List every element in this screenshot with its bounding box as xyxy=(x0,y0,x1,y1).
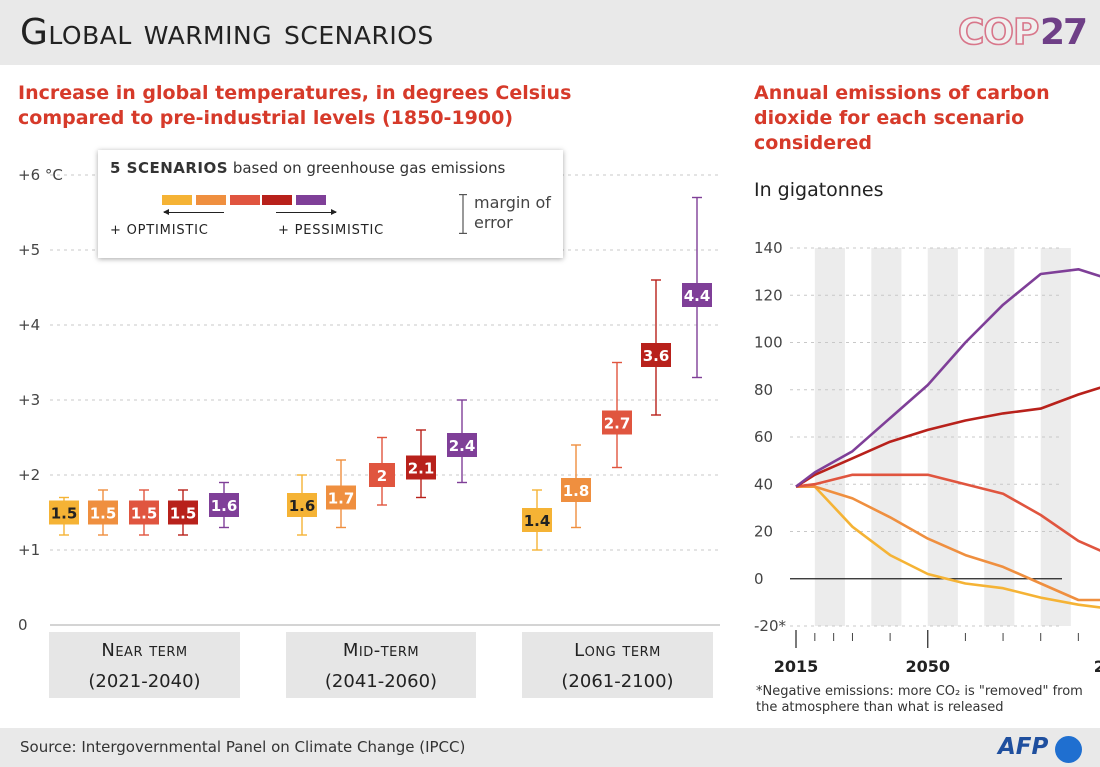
value-label: 1.5 xyxy=(170,505,197,523)
y-tick-label: 20 xyxy=(754,523,773,541)
cop27-logo: COP 27 xyxy=(957,11,1088,56)
legend-title: 5 SCENARIOS based on greenhouse gas emis… xyxy=(110,159,505,177)
arrow-right-icon xyxy=(276,209,337,215)
y-tick-label: 0 xyxy=(18,616,28,634)
afp-logo-dot-icon xyxy=(1055,736,1082,763)
temperature-chart: 0 +1 +2 +3 +4 +5 +6 °C 1.5 1.6 1.4 1.5 1.7 1.8 1.5 2 2.… xyxy=(18,166,720,634)
value-label: 1.6 xyxy=(289,497,316,515)
page-title: Global warming scenarios xyxy=(20,12,434,53)
emission-line-scenario-4 xyxy=(795,386,1100,488)
value-marker xyxy=(602,410,632,435)
emission-line-scenario-5 xyxy=(795,267,1100,488)
logo-text: COP xyxy=(957,11,1040,54)
value-label: 1.8 xyxy=(563,482,590,500)
y-tick-label: 120 xyxy=(754,286,783,304)
legend: 5 SCENARIOS based on greenhouse gas emis… xyxy=(98,150,563,258)
legend-margin-of-error: margin of error xyxy=(474,193,551,232)
error-bar-icon xyxy=(459,194,467,234)
period-years: (2021-2040) xyxy=(88,671,201,692)
value-marker xyxy=(88,500,118,525)
value-marker xyxy=(326,485,356,510)
y-tick-label: 60 xyxy=(754,428,773,446)
emission-line-scenario-2 xyxy=(796,485,1100,602)
shaded-band xyxy=(1040,248,1071,626)
logo-number: 27 xyxy=(1040,12,1088,53)
value-marker xyxy=(406,455,436,480)
period-years: (2041-2060) xyxy=(324,671,438,692)
period-years: (2061-2100) xyxy=(561,671,674,692)
legend-swatch-5 xyxy=(296,195,326,205)
value-label: 1.7 xyxy=(328,490,355,508)
left-chart-subtitle: Increase in global temperatures, in degr… xyxy=(18,82,572,129)
y-tick-label: +5 xyxy=(18,241,40,259)
value-marker xyxy=(561,478,591,502)
value-label: 2.4 xyxy=(449,437,476,455)
arrow-left-icon xyxy=(163,209,224,215)
right-chart-subtitle: Annual emissions of carbon dioxide for e… xyxy=(754,82,1050,154)
y-tick-label: +6 °C xyxy=(18,166,63,184)
value-marker xyxy=(369,463,395,487)
value-marker xyxy=(49,500,79,525)
header-bar: Global warming scenarios COP 27 xyxy=(0,0,1100,65)
y-tick-label: 40 xyxy=(754,475,773,493)
value-label: 2.1 xyxy=(408,460,435,478)
period-name: Mid-term xyxy=(342,640,420,661)
legend-swatch-2 xyxy=(196,195,226,205)
x-tick-label: 2050 xyxy=(905,657,950,676)
footer-bar: Source: Intergovernmental Panel on Clima… xyxy=(0,728,1100,767)
source-credit: Source: Intergovernmental Panel on Clima… xyxy=(20,738,466,756)
afp-logo: AFP xyxy=(998,734,1049,760)
period-long-term: Long term (2061-2100) xyxy=(522,632,713,698)
emission-line-scenario-3 xyxy=(795,473,1100,552)
value-marker xyxy=(522,508,552,532)
period-name: Near term xyxy=(101,640,188,661)
period-name: Long term xyxy=(574,640,661,661)
value-label: 1.5 xyxy=(131,505,158,523)
value-marker xyxy=(641,343,671,367)
value-marker xyxy=(447,433,477,457)
x-tick-label: 2100 xyxy=(1094,657,1100,676)
value-label: 3.6 xyxy=(643,347,670,365)
x-tick-label: 2015 xyxy=(774,657,819,676)
legend-title-bold: 5 SCENARIOS xyxy=(110,159,229,177)
value-marker xyxy=(682,283,712,307)
y-tick-label: 140 xyxy=(754,239,783,257)
value-label: 2 xyxy=(377,467,387,485)
y-tick-label: +2 xyxy=(18,466,40,484)
value-label: 1.5 xyxy=(90,505,117,523)
footnote: *Negative emissions: more CO₂ is "remove… xyxy=(756,684,1083,715)
value-label: 1.6 xyxy=(211,497,238,515)
emissions-chart: -20* 0 20 40 60 80 100 120 140 2015 2050 2100 xyxy=(754,239,1100,676)
y-tick-label: +3 xyxy=(18,391,40,409)
legend-title-rest: based on greenhouse gas emissions xyxy=(228,159,506,177)
period-mid-term: Mid-term (2041-2060) xyxy=(286,632,476,698)
y-tick-label: +1 xyxy=(18,541,40,559)
y-tick-label: +4 xyxy=(18,316,40,334)
emission-line-scenario-1 xyxy=(796,485,1100,609)
value-label: 1.5 xyxy=(51,505,78,523)
value-label: 1.4 xyxy=(524,512,551,530)
y-tick-label: 80 xyxy=(754,381,773,399)
right-chart-unit: In gigatonnes xyxy=(754,179,884,201)
legend-optimistic: + OPTIMISTIC xyxy=(110,223,209,238)
value-label: 4.4 xyxy=(684,287,711,305)
value-marker xyxy=(287,493,317,517)
y-tick-label: -20* xyxy=(754,617,786,635)
value-marker xyxy=(129,500,159,525)
period-near-term: Near term (2021-2040) xyxy=(49,632,240,698)
value-marker xyxy=(209,493,239,517)
legend-swatch-4 xyxy=(262,195,292,205)
value-label: 2.7 xyxy=(604,415,631,433)
legend-pessimistic: + PESSIMISTIC xyxy=(278,223,384,238)
value-marker xyxy=(168,500,198,525)
legend-swatch-3 xyxy=(230,195,260,205)
legend-swatch-1 xyxy=(162,195,192,205)
y-tick-label: 0 xyxy=(754,570,764,588)
y-tick-label: 100 xyxy=(754,334,783,352)
